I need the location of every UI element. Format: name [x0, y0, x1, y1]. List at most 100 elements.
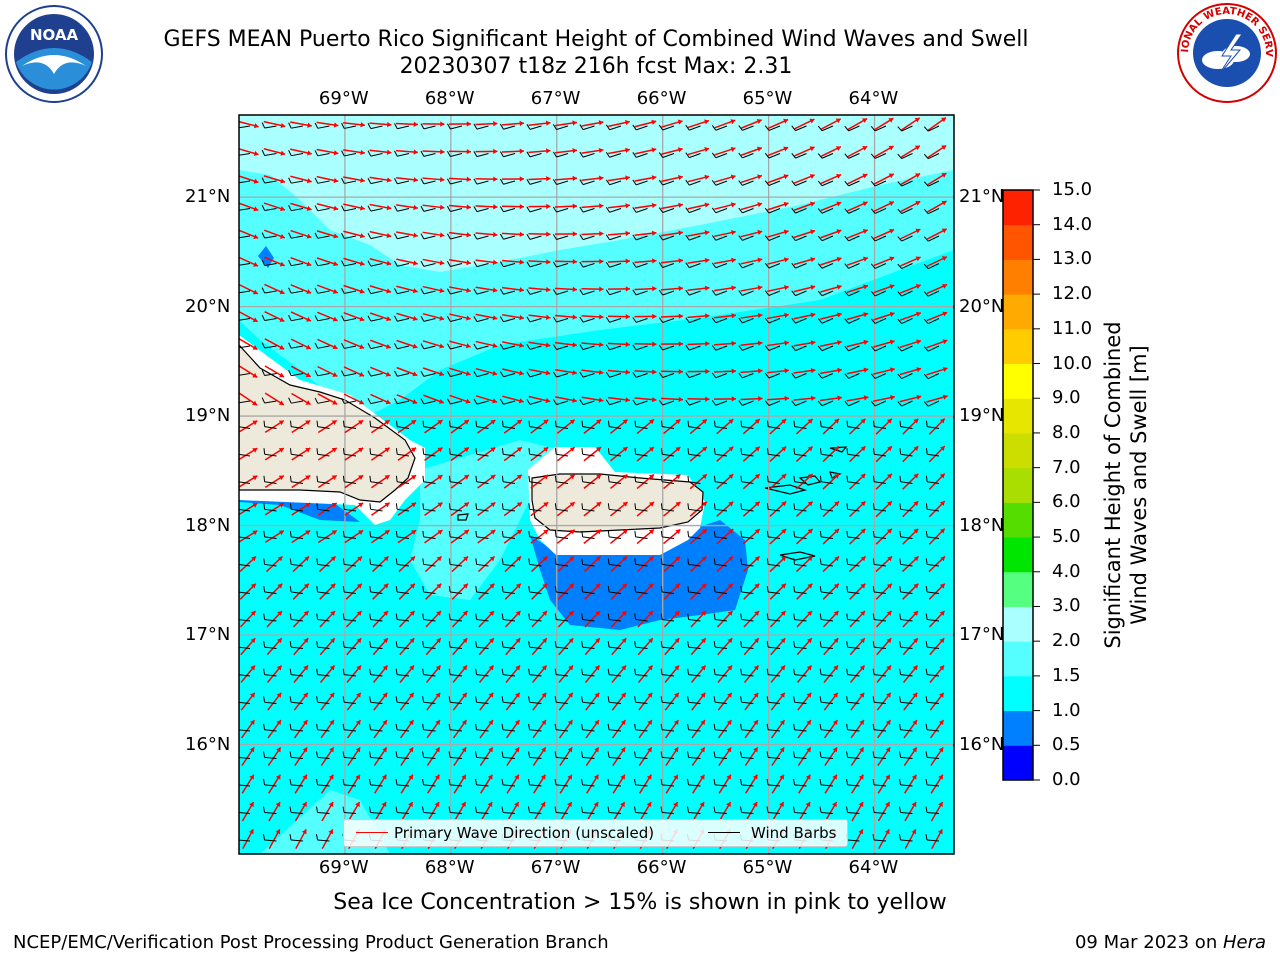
lon-tick-label: 68°W	[424, 857, 475, 878]
grid-cell-vectors	[502, 419, 523, 434]
grid-cell-vectors	[341, 149, 365, 157]
grid-cell-vectors	[261, 283, 285, 295]
grid-cell-vectors	[897, 145, 921, 160]
grid-cell-vectors	[632, 258, 657, 268]
grid-cell-vectors	[711, 257, 736, 269]
lat-tick-label: 16°N	[959, 733, 1005, 755]
grid-cell-vectors	[289, 502, 311, 516]
grid-cell-vectors	[579, 314, 604, 323]
grid-cell-vectors	[687, 473, 708, 490]
grid-cell-vectors	[899, 583, 919, 600]
grid-cell-vectors	[793, 774, 811, 794]
grid-cell-vectors	[923, 144, 947, 160]
grid-cell-vectors	[660, 446, 681, 462]
grid-cell-vectors	[738, 368, 763, 379]
grid-cell-vectors	[448, 719, 468, 739]
grid-cell-vectors	[289, 637, 309, 656]
grid-cell-vectors	[289, 447, 311, 461]
grid-cell-vectors	[738, 202, 763, 214]
grid-cell-vectors	[239, 719, 256, 739]
grid-cell-vectors	[581, 774, 599, 794]
grid-cell-vectors	[711, 202, 736, 214]
grid-cell-vectors	[608, 418, 629, 435]
lon-tick-label: 66°W	[636, 88, 687, 109]
grid-cell-vectors	[791, 201, 816, 214]
grid-cell-vectors	[316, 419, 338, 434]
grid-cell-vectors	[844, 367, 869, 379]
grid-cell-vectors	[554, 719, 574, 739]
grid-cell-vectors	[475, 610, 495, 628]
grid-cell-vectors	[738, 285, 763, 296]
grid-cell-vectors	[872, 610, 893, 628]
grid-cell-vectors	[925, 637, 945, 656]
grid-cell-vectors	[501, 801, 520, 822]
grid-cell-vectors	[632, 369, 657, 378]
grid-cell-vectors	[448, 555, 469, 573]
grid-cell-vectors	[846, 610, 866, 628]
grid-cell-vectors	[658, 285, 684, 296]
grid-cell-vectors	[713, 637, 733, 656]
grid-cell-vectors	[738, 257, 763, 269]
grid-cell-vectors	[342, 665, 362, 683]
grid-cell-vectors	[554, 474, 576, 489]
grid-cell-vectors	[341, 284, 365, 294]
grid-cell-vectors	[897, 172, 921, 187]
grid-cell-vectors	[263, 555, 284, 573]
grid-cell-vectors	[420, 176, 445, 185]
grid-cell-vectors	[607, 692, 627, 711]
grid-cell-vectors	[897, 200, 921, 215]
grid-cell-vectors	[660, 555, 681, 573]
grid-cell-vectors	[342, 502, 364, 516]
grid-cell-vectors	[261, 256, 285, 267]
grid-cell-vectors	[288, 202, 312, 212]
grid-cell-vectors	[581, 719, 600, 739]
grid-cell-vectors	[475, 692, 494, 711]
grid-cell-vectors	[579, 286, 604, 296]
grid-cell-vectors	[899, 692, 918, 711]
grid-cell-vectors	[607, 501, 629, 517]
grid-cell-vectors	[581, 446, 602, 462]
grid-cell-vectors	[711, 368, 737, 379]
grid-cell-vectors	[844, 228, 868, 242]
grid-cell-vectors	[475, 774, 493, 794]
grid-cell-vectors	[872, 774, 891, 794]
grid-cell-vectors	[846, 445, 866, 463]
grid-cell-vectors	[579, 258, 604, 268]
grid-cell-vectors	[420, 149, 445, 157]
grid-cell-vectors	[923, 256, 948, 270]
grid-cell-vectors	[342, 746, 361, 767]
grid-cell-vectors	[632, 396, 657, 406]
colorbar-tick-label: 0.0	[1052, 769, 1081, 790]
grid-cell-vectors	[579, 231, 604, 241]
grid-cell-vectors	[528, 529, 549, 544]
grid-cell-vectors	[475, 446, 496, 462]
grid-cell-vectors	[239, 420, 258, 433]
grid-cell-vectors	[766, 692, 786, 711]
grid-cell-vectors	[846, 746, 865, 767]
grid-cell-vectors	[314, 230, 339, 239]
colorbar-segment	[1003, 363, 1033, 399]
grid-cell-vectors	[552, 286, 578, 295]
grid-cell-vectors	[448, 583, 469, 600]
grid-cell-vectors	[528, 719, 547, 739]
grid-cell-vectors	[394, 394, 418, 405]
colorbar-segment	[1003, 467, 1033, 503]
grid-cell-vectors	[316, 719, 335, 739]
grid-cell-vectors	[923, 311, 948, 325]
grid-cell-vectors	[817, 395, 842, 407]
grid-cell-vectors	[395, 637, 415, 656]
grid-cell-vectors	[581, 419, 602, 434]
noaa-logo: NOAA	[5, 5, 103, 103]
colorbar-tick-label: 3.0	[1052, 595, 1081, 617]
grid-cell-vectors	[711, 340, 737, 351]
grid-cell-vectors	[925, 692, 945, 711]
grid-cell-vectors	[554, 801, 573, 822]
grid-cell-vectors	[766, 583, 787, 600]
grid-cell-vectors	[658, 119, 683, 131]
lat-tick-label: 20°N	[185, 295, 231, 317]
grid-cell-vectors	[526, 148, 551, 158]
grid-cell-vectors	[341, 366, 365, 377]
grid-cell-vectors	[897, 228, 921, 242]
grid-cell-vectors	[870, 256, 895, 269]
grid-cell-vectors	[844, 117, 868, 132]
